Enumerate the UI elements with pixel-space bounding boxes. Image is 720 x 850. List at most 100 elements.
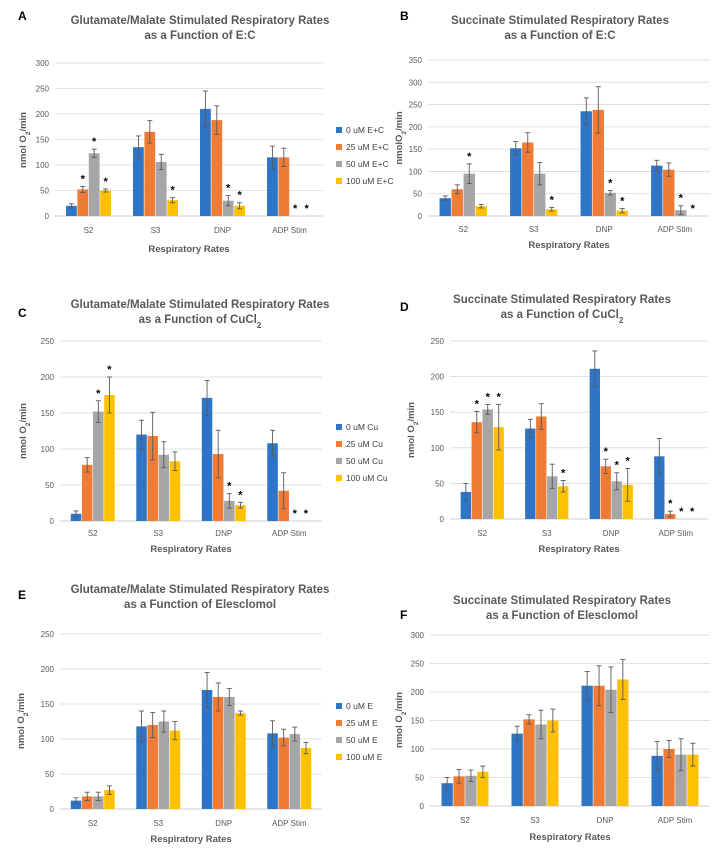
bar [604,192,616,216]
legend-swatch [336,720,342,726]
x-axis-title: Respiratory Rates [529,832,610,843]
bar [675,754,687,806]
x-category-label: ADP Stim [272,529,307,538]
bar [155,161,167,216]
bar [654,456,665,519]
bar [104,395,115,521]
chart-title-line: as a Function of E:C [504,30,615,42]
x-category-label: DNP [214,226,231,235]
x-category-label: DNP [215,819,232,828]
bar [201,690,213,809]
chart-panel-c: C Glutamate/Malate Stimulated Respiratory… [18,299,388,555]
x-category-label: S2 [477,529,487,538]
significance-star: * [475,398,480,410]
bar [81,796,93,809]
legend-swatch [336,127,342,133]
y-tick-label: 250 [411,660,425,669]
y-tick-label: 300 [411,631,425,640]
y-tick-label: 100 [431,444,445,453]
legend-label: 25 uM E [346,718,378,728]
bar [663,749,675,806]
bar [267,443,278,521]
x-category-label: S3 [153,529,163,538]
bar [536,416,547,519]
bar [88,153,100,216]
significance-star: * [103,176,108,188]
x-category-label: S2 [84,226,94,235]
y-tick-label: 0 [50,805,55,814]
legend-label: 0 uM E [346,701,373,711]
bar [547,720,559,806]
bar [465,775,477,806]
significance-star: * [497,391,502,403]
significance-star: * [304,203,309,215]
x-category-label: S3 [542,529,552,538]
bar [593,685,605,806]
significance-star: * [486,391,491,403]
y-tick-label: 0 [50,517,55,526]
y-axis-title: nmol O2/min [18,403,32,459]
legend-label: 50 uM E+C [346,159,389,169]
bar [158,454,170,521]
bar [477,771,489,806]
x-axis-title: Respiratory Rates [538,544,619,555]
y-tick-label: 150 [409,145,423,154]
significance-star: * [293,508,298,520]
y-tick-label: 250 [41,337,55,346]
x-axis-title: Respiratory Rates [528,240,609,251]
significance-star: * [604,446,609,458]
significance-star: * [668,498,673,510]
y-tick-label: 200 [411,688,425,697]
chart-panel-f: F Succinate Stimulated Respiratory Rates a… [394,595,710,843]
legend: 0 uM E 25 uM E 50 uM E 100 uM E [336,701,383,762]
chart-title-line: as a Function of E:C [144,30,255,42]
y-tick-label: 200 [41,373,55,382]
y-tick-label: 150 [36,136,50,145]
bar [592,109,604,216]
bar [523,719,535,806]
legend-swatch [336,475,342,481]
y-tick-label: 0 [418,212,423,221]
bar [460,491,471,519]
y-tick-label: 150 [41,700,55,709]
x-axis-title: Respiratory Rates [148,244,229,255]
bar [510,148,522,216]
legend-label: 100 uM Cu [346,473,388,483]
panel-letter: A [18,9,27,23]
x-category-label: ADP Stim [658,816,693,825]
bar [235,713,246,809]
bar [77,189,89,216]
bar [493,427,504,519]
significance-star: * [81,173,86,185]
bar [104,790,115,809]
panel-letter: C [18,306,27,320]
significance-star: * [620,195,625,207]
bar [439,198,451,216]
bar [651,755,663,806]
panel-letter: E [18,588,26,602]
bar [70,800,82,809]
significance-star: * [226,183,231,195]
significance-star: * [467,151,472,163]
bar [147,725,158,809]
y-tick-label: 250 [41,630,55,639]
significance-star: * [293,203,298,215]
bar [300,748,312,809]
legend: 0 uM Cu 25 uM Cu 50 uM Cu 100 uM Cu [336,422,388,483]
x-category-label: S2 [88,819,98,828]
bar [600,466,611,519]
bar [581,685,593,806]
x-category-label: S2 [88,529,98,538]
significance-star: * [550,195,555,207]
chart-title-line: as a Function of Elesclomol [124,599,276,611]
legend-swatch [336,161,342,167]
y-tick-label: 150 [411,717,425,726]
bar [66,205,77,216]
x-category-label: S2 [458,225,468,234]
bar [289,734,301,809]
y-tick-label: 0 [45,212,50,221]
bar [211,120,223,216]
y-tick-label: 200 [36,110,50,119]
chart-title-line: Glutamate/Malate Stimulated Respiratory … [71,299,330,311]
